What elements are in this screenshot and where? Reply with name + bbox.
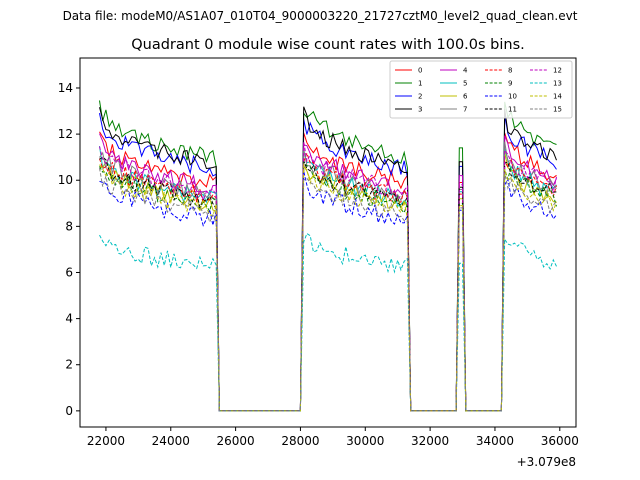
x-tick-label: 36000 xyxy=(541,434,579,448)
x-tick-label: 24000 xyxy=(152,434,190,448)
legend-label: 3 xyxy=(418,106,422,114)
legend-label: 0 xyxy=(418,67,422,75)
x-tick-label: 34000 xyxy=(476,434,514,448)
x-tick-label: 28000 xyxy=(281,434,319,448)
y-tick-label: 10 xyxy=(58,173,73,187)
series-line-13 xyxy=(99,232,557,412)
legend-label: 1 xyxy=(418,80,422,88)
legend-label: 9 xyxy=(508,80,512,88)
y-tick-label: 12 xyxy=(58,127,73,141)
legend-label: 11 xyxy=(508,106,517,114)
legend-label: 12 xyxy=(553,67,562,75)
series-line-6 xyxy=(99,151,557,412)
legend-label: 13 xyxy=(553,80,562,88)
series-lines xyxy=(99,100,557,412)
axis-ticks: 22000 24000 26000 28000 30000 32000 34000 36000… xyxy=(58,81,579,448)
legend-label: 7 xyxy=(463,106,467,114)
x-tick-label: 32000 xyxy=(411,434,449,448)
x-tick-label: 22000 xyxy=(87,434,125,448)
x-offset-label: +3.079e8 xyxy=(517,455,576,469)
legend-label: 6 xyxy=(463,93,468,101)
series-line-11 xyxy=(99,156,557,412)
series-line-0 xyxy=(99,131,557,412)
figure-suptitle: Data file: modeM0/AS1A07_010T04_90000032… xyxy=(63,9,578,23)
y-tick-label: 2 xyxy=(65,358,73,372)
y-tick-label: 0 xyxy=(65,404,73,418)
legend-label: 2 xyxy=(418,93,422,101)
y-tick-label: 6 xyxy=(65,265,73,279)
y-tick-label: 14 xyxy=(58,81,73,95)
legend-label: 8 xyxy=(508,67,512,75)
x-tick-label: 26000 xyxy=(217,434,255,448)
legend-label: 5 xyxy=(463,80,467,88)
plot-frame xyxy=(79,57,577,428)
series-line-15 xyxy=(99,167,557,412)
series-line-12 xyxy=(99,141,557,412)
chart-title: Quadrant 0 module wise count rates with … xyxy=(131,37,525,53)
legend-label: 10 xyxy=(508,93,517,101)
y-tick-label: 8 xyxy=(65,219,73,233)
legend-label: 15 xyxy=(553,106,562,114)
x-tick-label: 30000 xyxy=(346,434,384,448)
y-tick-label: 4 xyxy=(65,312,73,326)
series-line-2 xyxy=(99,113,557,412)
series-line-14 xyxy=(99,163,557,412)
legend-label: 14 xyxy=(553,93,562,101)
legend-label: 4 xyxy=(463,67,468,75)
legend-frame xyxy=(389,60,573,119)
